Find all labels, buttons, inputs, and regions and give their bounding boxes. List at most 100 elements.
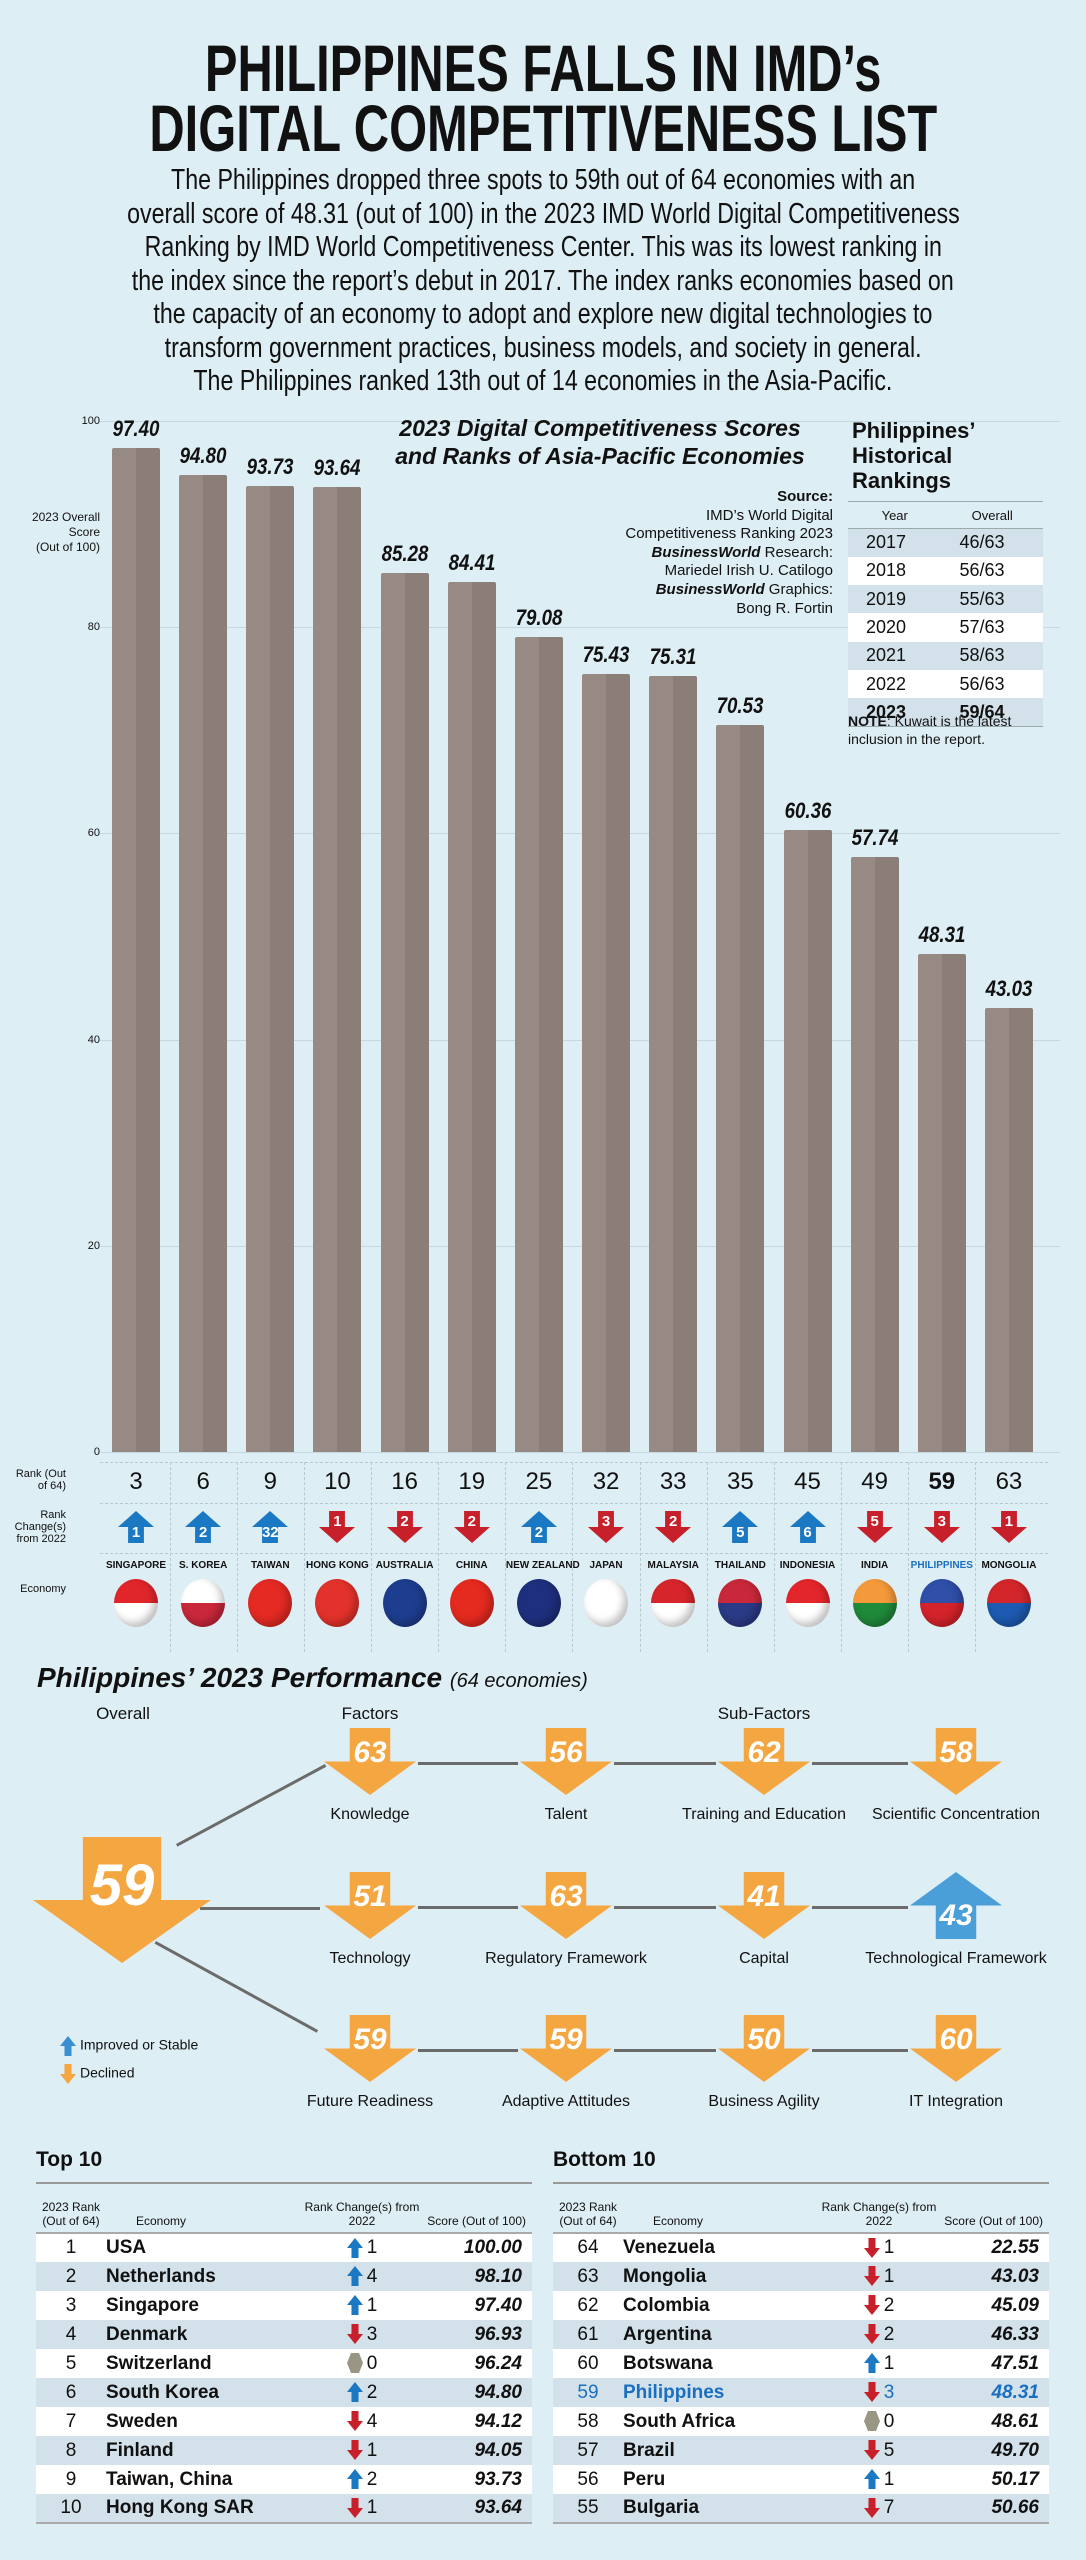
economy-name: MALAYSIA	[647, 1560, 699, 1571]
rank-value: 33	[659, 1468, 687, 1495]
rank-change-down-icon: 2	[655, 1511, 692, 1543]
rank-cell: 3	[36, 2291, 106, 2320]
table-row: 58 South Africa 0 48.61	[553, 2407, 1049, 2436]
rank-change-cell: 1	[819, 2465, 939, 2494]
rank-change-value: 2	[400, 1513, 409, 1530]
arrow-value: 59	[353, 2023, 387, 2057]
rank-change-value: 1	[883, 2468, 895, 2490]
economy-name: AUSTRALIA	[375, 1560, 434, 1571]
intro-line: The Philippines ranked 13th out of 14 ec…	[0, 365, 1086, 399]
rank-change-value: 0	[883, 2410, 895, 2432]
gridline	[100, 1039, 1060, 1041]
bottom10-table: Bottom 10 2023 Rank (Out of 64) Economy Ran…	[553, 2148, 1049, 2524]
history-rank: 56/63	[941, 556, 1043, 586]
connector-line	[418, 1762, 518, 1765]
rank-change-down-icon	[346, 2440, 363, 2461]
column-header: 2023 Rank (Out of 64)	[36, 2183, 106, 2234]
bar-value-label: 93.64	[314, 454, 361, 480]
gridline	[100, 421, 1060, 422]
bar-india	[850, 856, 899, 1452]
intro-paragraph: The Philippines dropped three spots to 5…	[0, 164, 1086, 399]
table-head: 2023 Rank (Out of 64) Economy Rank Change(…	[553, 2183, 1049, 2234]
score-cell: 43.03	[939, 2262, 1049, 2291]
rank-change-down-icon	[863, 2324, 880, 2345]
rank-change-down-icon	[346, 2497, 363, 2518]
history-rank: 59/64	[941, 698, 1043, 728]
history-rank: 55/63	[941, 585, 1043, 614]
rank-change-up-icon: 1	[118, 1511, 154, 1543]
rank-change-value: 2	[883, 2323, 895, 2345]
rank-change-value: 2	[534, 1524, 544, 1541]
economy-cell: Mongolia	[623, 2262, 819, 2291]
history-row: 2017 46/63	[848, 528, 1043, 557]
rank-change-value: 1	[883, 2265, 895, 2287]
factor-label: Future Readiness	[306, 2093, 434, 2110]
rank-change-up-icon	[346, 2469, 363, 2490]
rank-change-value: 5	[736, 1524, 745, 1541]
historical-rankings: Philippines’ Historical Rankings Year Over…	[848, 418, 1043, 728]
rank-change-value: 3	[601, 1513, 611, 1530]
rank-value: 3	[129, 1468, 143, 1495]
economy-name: THAILAND	[714, 1560, 766, 1571]
score-cell: 97.40	[422, 2291, 532, 2320]
history-title-line-1: Philippines’	[852, 418, 976, 443]
researcher-name: Mariedel Irish U. Catilogo	[664, 562, 833, 580]
economy-name: MONGOLIA	[981, 1560, 1037, 1571]
economy-cell: Netherlands	[106, 2262, 302, 2291]
factor-arrow-scientific-concentration: 58	[910, 1728, 1002, 1795]
y-tick-label: 20	[87, 1239, 100, 1252]
economy-name: NEW ZEALAND	[505, 1560, 580, 1571]
gridline	[100, 1245, 1060, 1247]
history-year: 2017	[848, 528, 942, 557]
score-cell: 22.55	[939, 2233, 1049, 2262]
rank-change-cell: 2	[302, 2465, 422, 2494]
rank-change-value: 2	[883, 2294, 895, 2316]
column-divider	[841, 1462, 843, 1652]
history-rank: 58/63	[941, 641, 1043, 670]
history-year: 2023	[848, 698, 942, 728]
bar-value-label: 97.40	[112, 415, 160, 441]
table-row: 56 Peru 1 50.17	[553, 2465, 1049, 2494]
rank-cell: 56	[553, 2465, 623, 2494]
factor-label: Technological Framework	[865, 1950, 1047, 1967]
bar-new-zealand	[514, 636, 563, 1452]
performance-title: Philippines’ 2023 Performance (64 econom…	[37, 1662, 588, 1694]
rank-change-down-icon	[863, 2382, 880, 2403]
title-line-1: PHILIPPINES FALLS IN IMD’s	[204, 31, 882, 105]
column-divider	[505, 1462, 507, 1652]
rank-change-value: 1	[366, 2439, 378, 2461]
intro-line: the index since the report’s debut in 20…	[0, 265, 1086, 299]
performance-subtitle: (64 economies)	[449, 1670, 588, 1692]
rank-cell: 57	[553, 2436, 623, 2465]
column-divider	[169, 1462, 171, 1652]
economy-name: HONG KONG	[306, 1560, 369, 1571]
rank-change-cell: 1	[819, 2262, 939, 2291]
score-cell: 94.05	[422, 2436, 532, 2465]
rank-change-down-icon	[863, 2237, 880, 2258]
economy-name: INDIA	[861, 1560, 889, 1571]
rank-change-value: 4	[366, 2265, 378, 2287]
table-row: 64 Venezuela 1 22.55	[553, 2233, 1049, 2262]
intro-line: overall score of 48.31 (out of 100) in t…	[0, 198, 1086, 232]
rank-change-up-icon: 2	[185, 1511, 222, 1543]
factor-label: Technology	[329, 1950, 411, 1967]
legend-declined-label: Declined	[80, 2064, 135, 2081]
bar-singapore	[112, 447, 160, 1452]
bar-malaysia	[649, 675, 698, 1452]
score-cell: 94.80	[422, 2378, 532, 2407]
arrow-value: 63	[549, 1880, 583, 1914]
history-header-overall: Overall	[941, 501, 1043, 529]
economy-cell: Hong Kong SAR	[106, 2494, 302, 2524]
chart-title: 2023 Digital Competitiveness Scores and …	[380, 414, 820, 470]
column-divider	[975, 1462, 977, 1652]
rank-change-value: 2	[467, 1513, 476, 1530]
rank-change-cell: 3	[819, 2378, 939, 2407]
table-row: 55 Bulgaria 7 50.66	[553, 2494, 1049, 2524]
history-row: 2018 56/63	[848, 556, 1043, 586]
economy-cell: Finland	[106, 2436, 302, 2465]
intro-line-text: The Philippines ranked 13th out of 14 ec…	[193, 365, 893, 397]
flag-icon	[852, 1579, 897, 1627]
tbl-bottom-title: Bottom 10	[553, 2148, 656, 2171]
arrow-value: 41	[747, 1880, 781, 1914]
factor-label: Talent	[544, 1806, 588, 1823]
